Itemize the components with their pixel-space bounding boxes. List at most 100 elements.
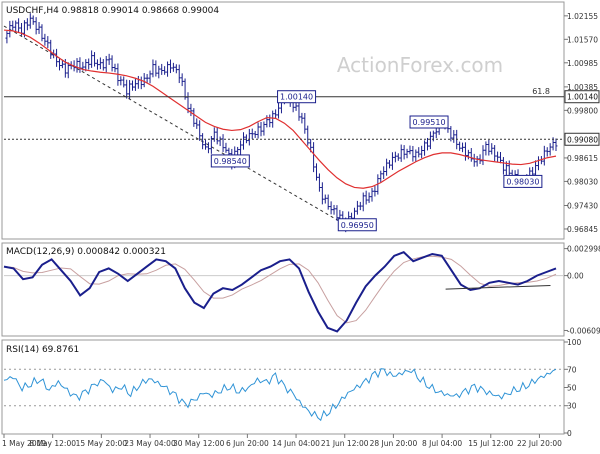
- price-candle: [364, 190, 368, 205]
- rsi-line: [3, 368, 557, 422]
- price-candle: [125, 79, 129, 99]
- price-candle: [367, 192, 371, 203]
- price-candle: [171, 62, 175, 72]
- price-candle: [128, 80, 132, 100]
- price-candle: [461, 142, 465, 153]
- price-candle: [78, 57, 82, 73]
- price-candle: [145, 74, 149, 83]
- price-candle: [472, 153, 476, 167]
- x-axis-tick-label: 15 May 20:00: [76, 439, 128, 448]
- price-candle: [40, 24, 44, 42]
- macd-line: [3, 251, 557, 333]
- price-candle: [66, 62, 70, 79]
- price-callout-box: [503, 174, 543, 188]
- price-candle: [34, 17, 38, 35]
- price-candle: [259, 121, 263, 137]
- price-candle: [241, 132, 245, 150]
- price-candle: [297, 102, 301, 121]
- x-axis-tick-label: 1 May 2019: [2, 439, 46, 448]
- price-candle: [396, 153, 400, 161]
- price-candle: [326, 194, 330, 210]
- macd-y-tick-label: -0.006097: [567, 326, 600, 335]
- rsi-y-tick-label: 70: [567, 365, 577, 374]
- price-candle: [458, 141, 462, 151]
- price-candle: [49, 39, 53, 59]
- price-candle: [358, 201, 362, 211]
- rsi-panel: 100 70 50 30 0: [3, 338, 582, 438]
- price-candle: [393, 151, 397, 163]
- price-candle: [142, 73, 146, 88]
- price-candle: [481, 145, 485, 166]
- price-candle: [402, 145, 406, 160]
- price-candle: [548, 143, 552, 156]
- price-candle: [475, 155, 479, 167]
- price-candle: [379, 170, 383, 183]
- price-callout-box: [277, 90, 317, 104]
- price-candle: [420, 145, 424, 159]
- price-candle: [218, 136, 222, 147]
- price-candle: [14, 20, 18, 33]
- price-candle: [46, 36, 50, 48]
- price-candle: [428, 131, 432, 150]
- price-candle: [198, 120, 202, 141]
- price-candle: [370, 188, 374, 202]
- price-candle: [5, 31, 9, 44]
- price-candle: [174, 64, 178, 74]
- price-candle: [180, 73, 184, 87]
- x-axis-tick-label: 8 Jul 04:00: [422, 439, 462, 448]
- price-candle: [107, 53, 111, 65]
- price-candle: [271, 110, 275, 128]
- price-y-tick-label: 1.00985: [567, 59, 598, 68]
- price-callout-box: [409, 115, 449, 129]
- price-candle: [262, 121, 266, 136]
- price-candle: [239, 140, 243, 155]
- price-candle: [215, 127, 219, 145]
- price-candle: [84, 59, 88, 72]
- price-candle: [250, 128, 254, 139]
- price-candle: [244, 134, 248, 144]
- price-candle: [317, 173, 321, 192]
- price-candle: [487, 139, 491, 156]
- price-candle: [399, 144, 403, 162]
- price-candle: [60, 59, 64, 69]
- rsi-y-tick-label: 50: [567, 384, 577, 393]
- price-candle: [274, 109, 278, 119]
- price-candle: [43, 33, 47, 46]
- price-candle: [493, 145, 497, 162]
- price-y-tick-label: 1.00385: [567, 83, 598, 92]
- price-candle: [373, 186, 377, 197]
- price-header: USDCHF,H4 0.98818 0.99014 0.98668 0.9900…: [6, 6, 219, 16]
- price-candle: [434, 126, 438, 139]
- x-axis-tick-label: 30 May 12:00: [173, 439, 225, 448]
- price-candle: [452, 130, 456, 143]
- price-candle: [75, 58, 79, 73]
- price-level-box: [564, 90, 600, 104]
- price-y-tick-label: 0.98030: [567, 177, 598, 186]
- price-candle: [312, 142, 316, 173]
- price-candle: [119, 76, 123, 86]
- price-candle: [209, 136, 213, 154]
- price-candle: [277, 103, 281, 119]
- x-axis-tick-label: 6 Jun 20:00: [226, 439, 269, 448]
- x-axis-tick-label: 28 Jun 20:00: [370, 439, 418, 448]
- price-candle: [414, 149, 418, 162]
- price-candle: [247, 129, 251, 146]
- price-y-tick-label: 0.98615: [567, 154, 598, 163]
- price-candle: [154, 60, 158, 77]
- price-candle: [206, 142, 210, 154]
- price-candle: [501, 157, 505, 175]
- price-candle: [323, 194, 327, 204]
- price-candle: [236, 146, 240, 156]
- price-candle: [104, 55, 108, 73]
- price-candle: [355, 200, 359, 215]
- price-candle: [157, 65, 161, 79]
- price-candle: [306, 125, 310, 146]
- price-candle: [8, 20, 12, 38]
- price-y-tick-label: 0.97430: [567, 201, 598, 210]
- price-candle: [408, 145, 412, 155]
- price-sma-line: [3, 29, 557, 189]
- macd-y-tick-label: 0.002998: [567, 245, 600, 254]
- price-candle: [411, 145, 415, 162]
- x-axis-tick-label: 22 Jul 20:00: [517, 439, 562, 448]
